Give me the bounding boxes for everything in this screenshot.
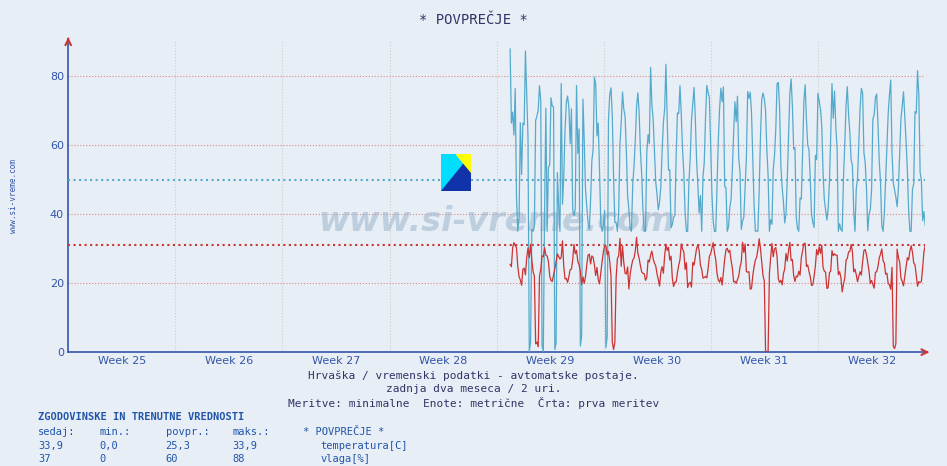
Text: min.:: min.: [99, 427, 131, 437]
Text: povpr.:: povpr.: [166, 427, 209, 437]
Text: www.si-vreme.com: www.si-vreme.com [9, 159, 19, 233]
Text: vlaga[%]: vlaga[%] [320, 454, 370, 464]
Text: zadnja dva meseca / 2 uri.: zadnja dva meseca / 2 uri. [385, 384, 562, 393]
Text: 0: 0 [99, 454, 106, 464]
Text: * POVPREČJE *: * POVPREČJE * [303, 427, 384, 437]
Polygon shape [456, 153, 471, 172]
Polygon shape [441, 153, 471, 191]
Text: maks.:: maks.: [232, 427, 270, 437]
Text: temperatura[C]: temperatura[C] [320, 441, 407, 451]
Text: Hrvaška / vremenski podatki - avtomatske postaje.: Hrvaška / vremenski podatki - avtomatske… [308, 370, 639, 381]
Text: 25,3: 25,3 [166, 441, 190, 451]
Text: 60: 60 [166, 454, 178, 464]
Text: www.si-vreme.com: www.si-vreme.com [318, 205, 675, 238]
Text: 33,9: 33,9 [232, 441, 257, 451]
Text: 0,0: 0,0 [99, 441, 118, 451]
Text: 37: 37 [38, 454, 50, 464]
Text: 88: 88 [232, 454, 244, 464]
Polygon shape [456, 153, 471, 172]
Text: * POVPREČJE *: * POVPREČJE * [420, 13, 527, 27]
Text: ZGODOVINSKE IN TRENUTNE VREDNOSTI: ZGODOVINSKE IN TRENUTNE VREDNOSTI [38, 412, 244, 422]
Polygon shape [441, 153, 471, 172]
Text: 33,9: 33,9 [38, 441, 63, 451]
Text: sedaj:: sedaj: [38, 427, 76, 437]
Text: Meritve: minimalne  Enote: metrične  Črta: prva meritev: Meritve: minimalne Enote: metrične Črta:… [288, 397, 659, 409]
Polygon shape [441, 153, 471, 191]
